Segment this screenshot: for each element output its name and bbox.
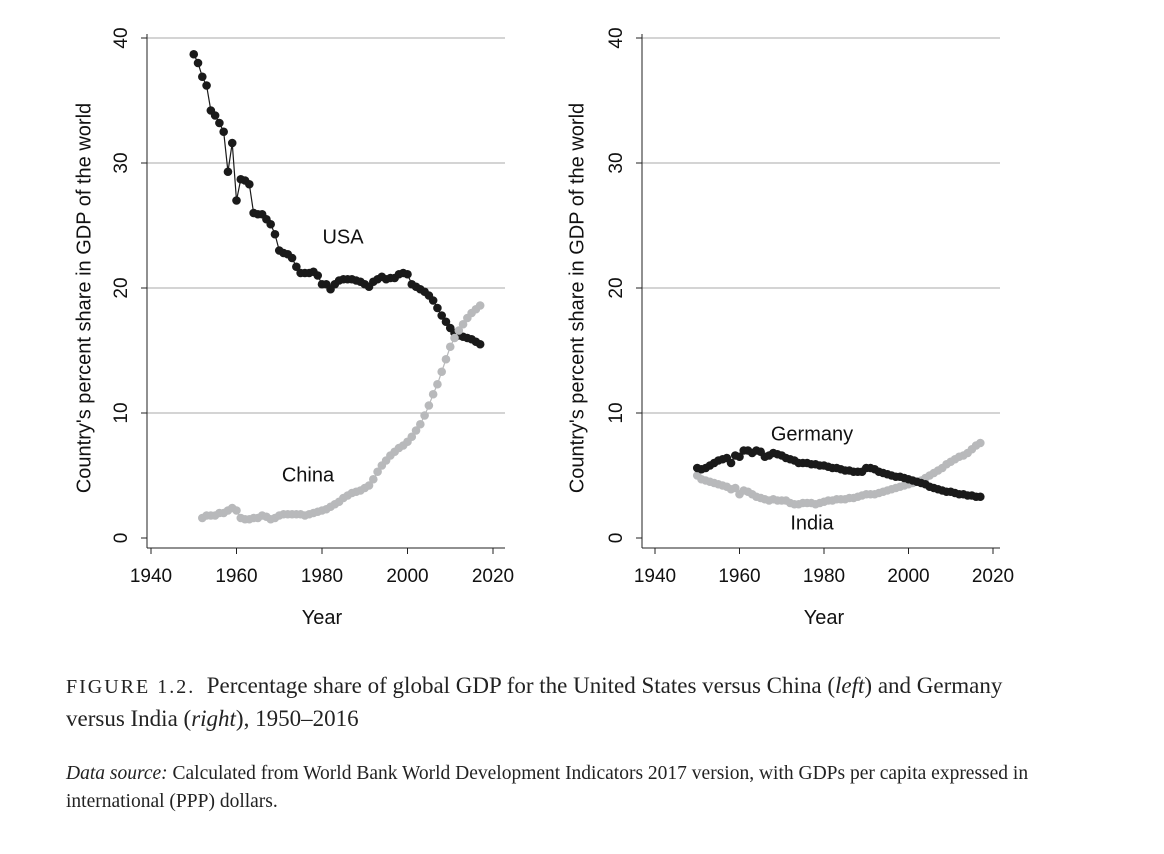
x-tick-label: 1980: [803, 566, 845, 587]
data-point: [266, 219, 276, 229]
y-tick-label: 30: [606, 152, 627, 173]
caption-left: left: [835, 673, 865, 698]
y-axis-label: Country's percent share in GDP of the wo…: [566, 103, 588, 493]
caption-text: Percentage share of global GDP for the U…: [206, 673, 836, 698]
x-tick-label: 2020: [972, 566, 1014, 587]
data-point: [441, 317, 451, 327]
data-point: [437, 367, 447, 377]
caption-text: ), 1950–2016: [235, 706, 359, 731]
data-point: [292, 262, 301, 272]
data-point: [976, 492, 985, 502]
y-tick-label: 30: [111, 152, 132, 173]
data-point: [976, 438, 985, 448]
chart-figure: 0 10 20 30 40 1940 1960 1980 2000 2020 Year Country…: [73, 27, 1014, 629]
y-tick-label: 20: [606, 277, 627, 298]
series-line: [201, 305, 481, 520]
x-tick-label: 1980: [301, 566, 343, 587]
data-point: [270, 229, 280, 239]
data-point: [215, 118, 224, 128]
x-tick-label: 1960: [215, 566, 257, 587]
series-label-india: India: [790, 512, 834, 534]
series-label-china: China: [282, 464, 335, 486]
data-point: [454, 326, 464, 335]
y-tick-label: 40: [606, 27, 627, 48]
data-point: [223, 167, 233, 177]
figure-label: FIGURE 1.2.: [66, 676, 196, 698]
x-tick-label: 1940: [634, 566, 676, 587]
x-axis-label: Year: [804, 607, 845, 629]
data-point: [364, 481, 374, 490]
data-point: [475, 301, 485, 310]
y-tick-label: 40: [111, 27, 132, 48]
data-point: [407, 432, 417, 442]
data-point: [373, 467, 382, 477]
data-point: [735, 452, 744, 462]
data-point: [227, 138, 237, 148]
y-tick-label: 20: [111, 277, 132, 298]
x-tick-label: 2000: [386, 566, 428, 587]
x-tick-label: 1940: [130, 566, 172, 587]
data-point: [210, 111, 220, 120]
data-point: [458, 319, 468, 329]
data-point: [726, 458, 736, 468]
data-point: [369, 474, 378, 484]
data-point: [428, 389, 438, 399]
data-point: [198, 72, 207, 82]
data-point: [730, 483, 740, 493]
series-usa: [189, 49, 485, 349]
series-germany: [692, 446, 985, 502]
chart-panel-right: 0 10 20 30 40 1940 1960 1980 2000 2020 Year Country…: [566, 27, 1014, 629]
data-source-text: Calculated from World Bank World Develop…: [66, 763, 1029, 812]
data-point: [433, 379, 442, 389]
caption-right: right: [191, 706, 236, 731]
data-point: [416, 419, 425, 429]
data-point: [245, 179, 254, 189]
data-point: [202, 81, 211, 90]
y-axis-label: Country's percent share in GDP of the wo…: [73, 103, 95, 493]
data-point: [193, 58, 203, 68]
series-label-usa: USA: [322, 226, 364, 248]
data-point: [232, 506, 241, 515]
data-point: [428, 296, 438, 305]
series-china: [198, 301, 485, 524]
data-point: [287, 253, 297, 263]
x-tick-label: 2000: [887, 566, 929, 587]
y-tick-label: 10: [111, 402, 132, 423]
data-point: [403, 269, 412, 279]
data-point: [437, 311, 447, 320]
data-point: [411, 426, 421, 435]
x-tick-label: 1960: [718, 566, 760, 587]
data-point: [420, 411, 429, 420]
data-point: [232, 196, 241, 205]
y-tick-label: 10: [606, 402, 627, 423]
data-source-label: Data source:: [66, 763, 168, 784]
data-point: [475, 339, 485, 349]
series-india: [692, 438, 985, 509]
data-point: [219, 127, 228, 137]
data-point: [424, 401, 434, 410]
figure-caption: FIGURE 1.2. Percentage share of global G…: [66, 670, 1066, 734]
y-tick-label: 0: [111, 533, 132, 544]
data-point: [313, 271, 323, 280]
chart-panel-left: 0 10 20 30 40 1940 1960 1980 2000 2020 Year Country…: [73, 27, 514, 629]
data-source-note: Data source: Calculated from World Bank …: [66, 760, 1066, 816]
caption-text: ) and Germany versus India (: [66, 673, 1003, 731]
data-point: [433, 303, 442, 313]
data-point: [189, 49, 199, 59]
x-axis-label: Year: [302, 607, 343, 629]
data-point: [441, 354, 451, 364]
data-point: [450, 333, 459, 343]
x-tick-label: 2020: [472, 566, 514, 587]
series-label-germany: Germany: [771, 423, 853, 445]
y-tick-label: 0: [606, 533, 627, 544]
data-point: [445, 342, 455, 352]
